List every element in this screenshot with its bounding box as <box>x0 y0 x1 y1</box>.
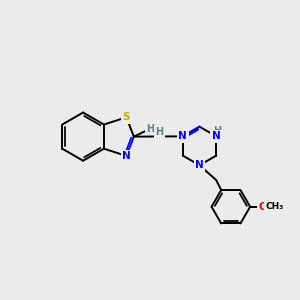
Text: CH₃: CH₃ <box>266 202 284 211</box>
Text: S: S <box>123 112 130 122</box>
Text: N: N <box>195 160 204 170</box>
Text: H: H <box>146 124 154 134</box>
Text: N: N <box>122 151 131 161</box>
Text: O: O <box>259 202 268 212</box>
Text: N: N <box>178 131 187 141</box>
Text: N: N <box>212 131 220 141</box>
Text: H: H <box>214 126 222 136</box>
Text: H: H <box>156 127 164 137</box>
